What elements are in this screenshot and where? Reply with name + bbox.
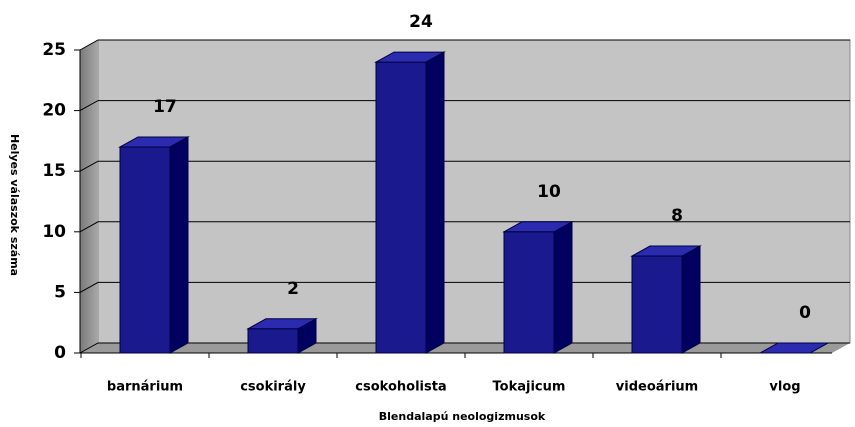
- grid-line: [79, 342, 850, 354]
- back-wall: [97, 39, 851, 344]
- y-axis-title: Helyes válaszok száma: [8, 134, 21, 276]
- y-tick-label: 25: [42, 40, 66, 60]
- bar-top: [630, 245, 702, 257]
- x-tick-label: csokoholista: [355, 380, 446, 395]
- bar: [631, 255, 683, 354]
- bar-top: [246, 318, 318, 330]
- bar: [247, 328, 299, 354]
- bar: [119, 146, 171, 354]
- bar-side: [425, 51, 445, 354]
- bar-side: [681, 245, 701, 354]
- y-tick-label: 15: [42, 161, 66, 181]
- data-label: 2: [287, 279, 299, 299]
- bar-top: [502, 221, 574, 233]
- x-tick-label: csokirály: [240, 380, 306, 395]
- bar-top: [118, 136, 190, 148]
- bar: [503, 231, 555, 354]
- x-tick-label: Tokajicum: [493, 380, 566, 395]
- grid-line: [79, 281, 850, 293]
- bar: [375, 61, 427, 354]
- floor: [80, 343, 850, 353]
- data-label: 17: [153, 97, 177, 117]
- y-tick-label: 10: [42, 222, 66, 242]
- bar-side: [553, 220, 573, 354]
- data-label: 8: [671, 206, 683, 226]
- x-tick-label: vlog: [769, 380, 800, 395]
- grid-line: [79, 39, 850, 51]
- data-label: 10: [537, 182, 561, 202]
- bar-side: [169, 136, 189, 354]
- y-tick-label: 0: [54, 343, 66, 363]
- x-axis-title: Blendalapú neologizmusok: [379, 410, 546, 423]
- x-tick-label: barnárium: [107, 380, 183, 395]
- y-tick-label: 5: [54, 282, 66, 302]
- y-tick-label: 20: [42, 101, 66, 121]
- bar-top: [374, 51, 446, 63]
- data-label: 24: [409, 12, 433, 32]
- data-label: 0: [799, 303, 811, 323]
- side-wall: [80, 40, 98, 353]
- grid-line: [79, 160, 850, 172]
- x-tick-label: videoárium: [616, 380, 698, 395]
- grid-line: [79, 100, 850, 112]
- grid-line: [79, 221, 850, 233]
- bar-top: [758, 342, 830, 354]
